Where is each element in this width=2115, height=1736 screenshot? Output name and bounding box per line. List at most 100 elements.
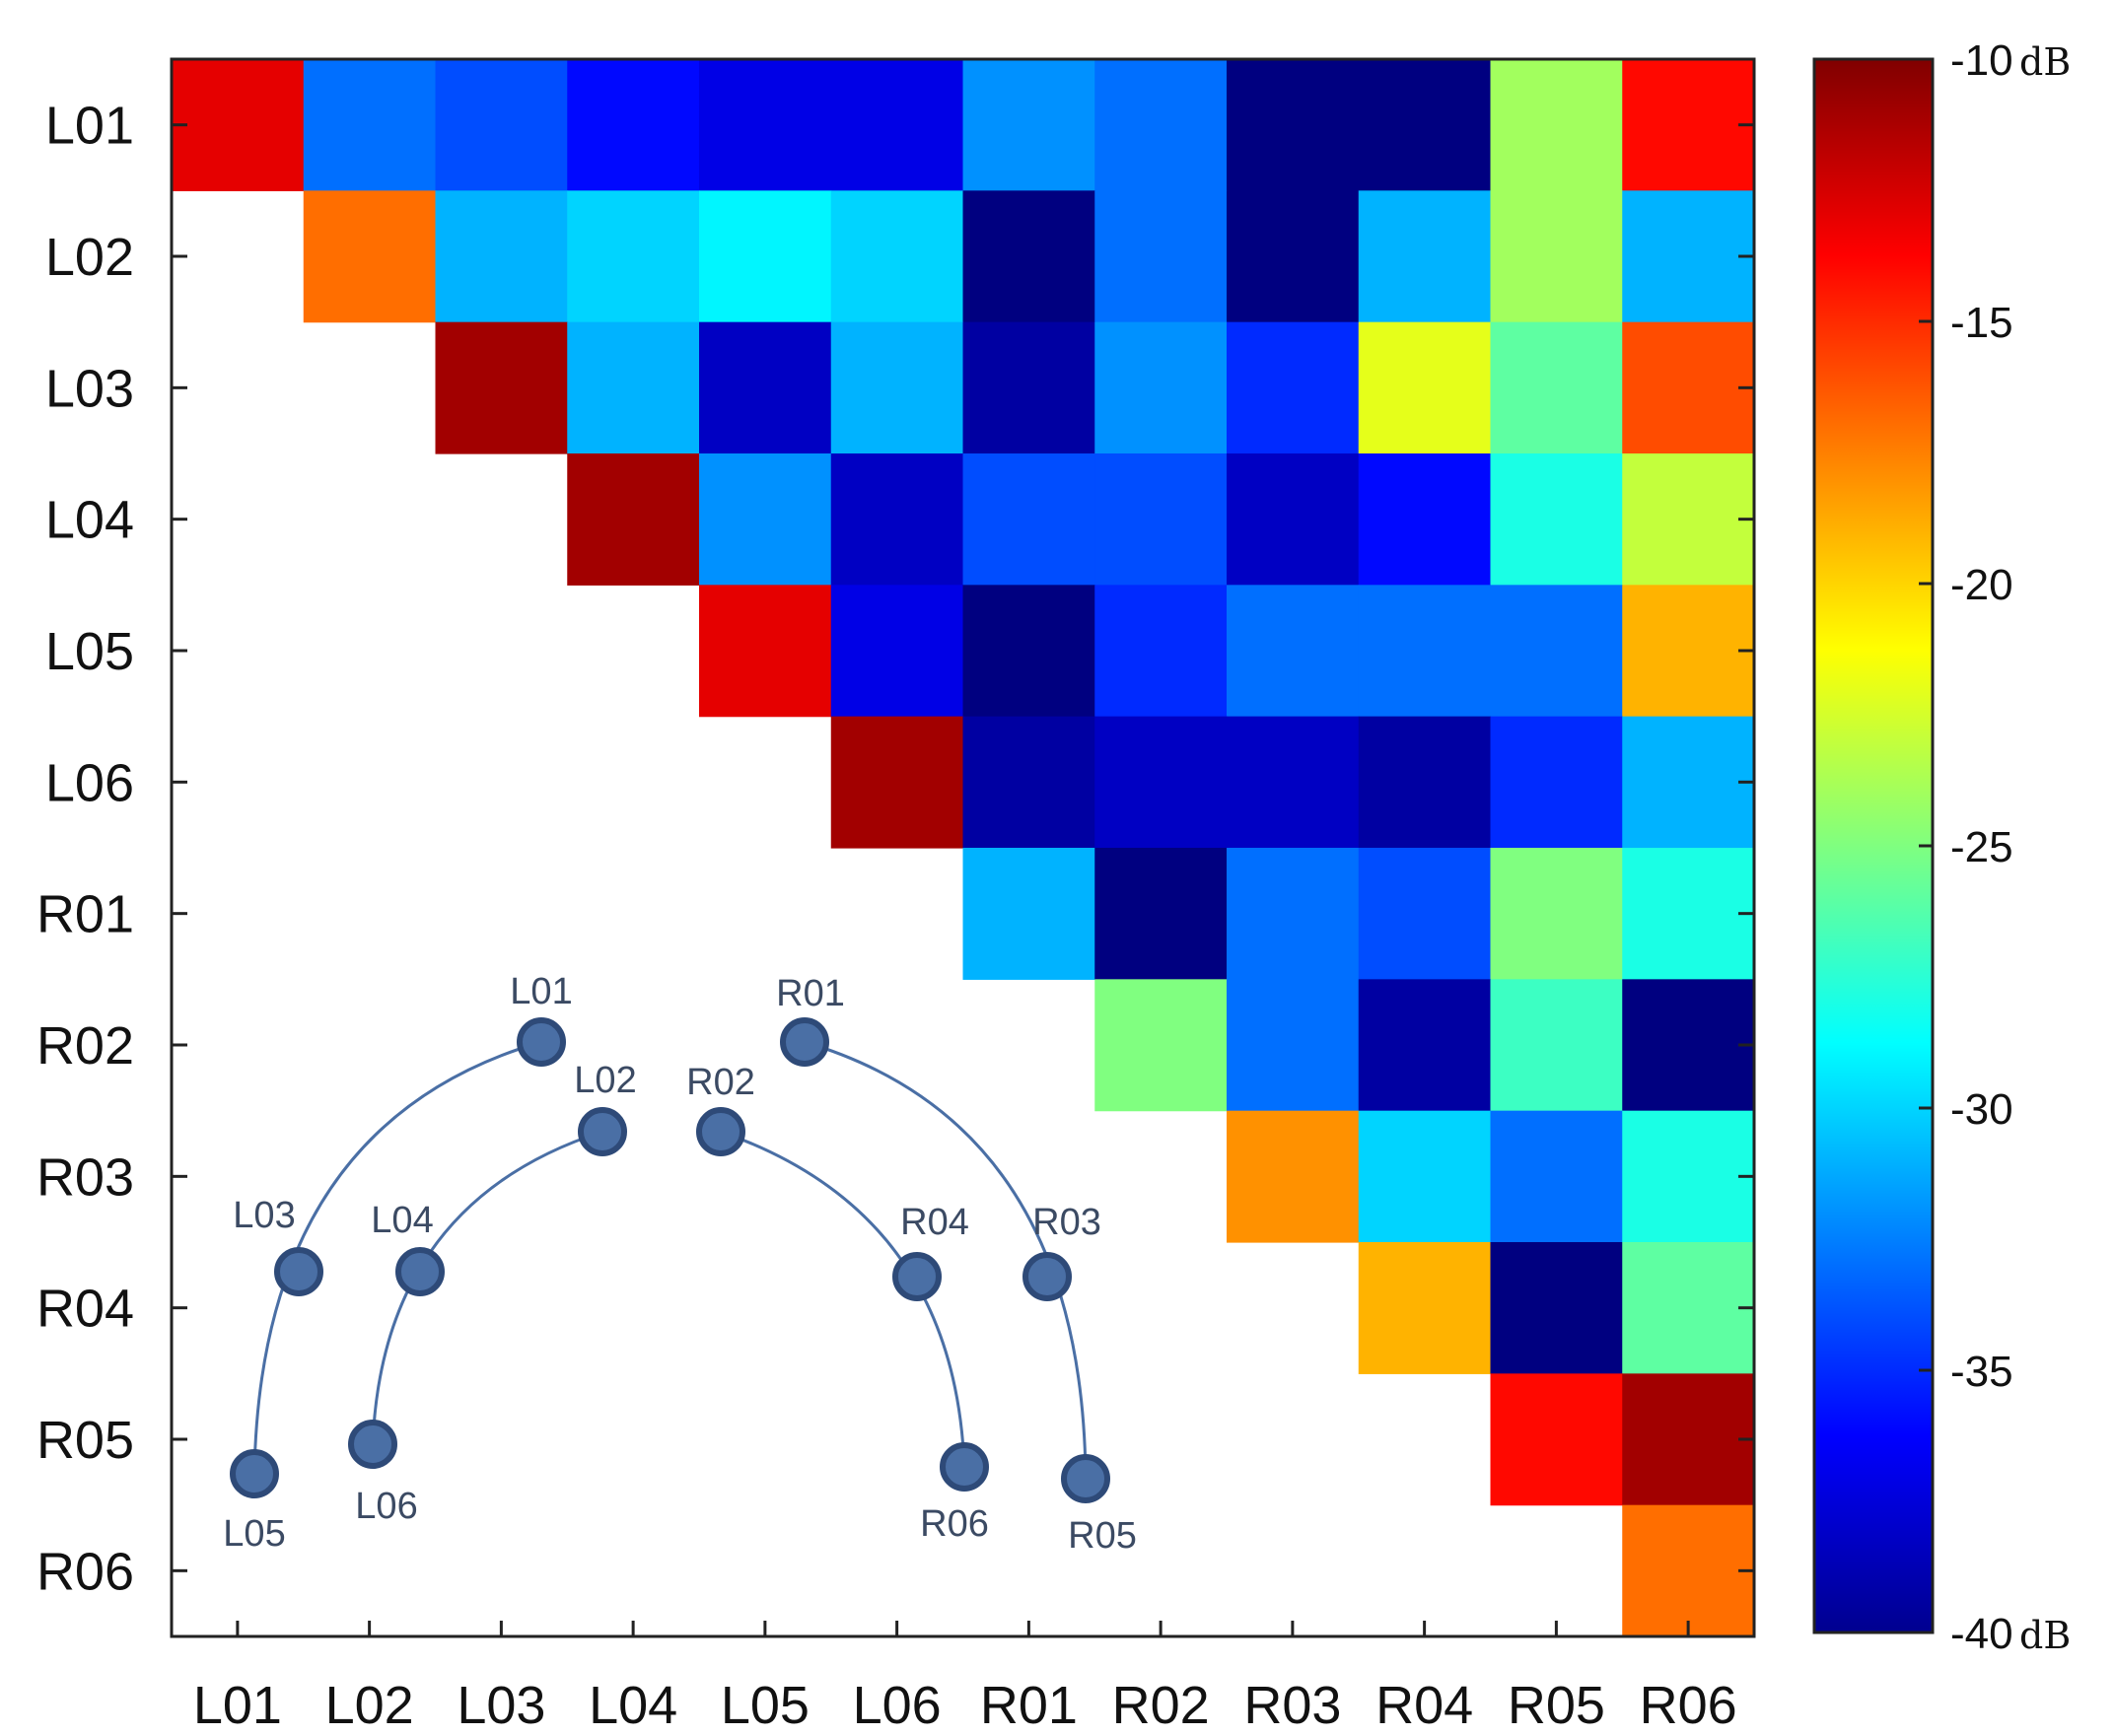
heatmap-cell [435,59,568,191]
electrode-label: L05 [223,1513,285,1555]
electrode-label: L03 [233,1195,295,1236]
electrode-marker [696,1107,745,1156]
colorbar-unit-label: dB [2019,40,2071,84]
electrode-marker [892,1252,942,1301]
heatmap-cell [699,321,832,454]
heatmap-cell [830,321,964,454]
y-tick-label: R01 [36,885,134,944]
heatmap-cell [1227,321,1360,454]
heatmap-cell [1358,979,1492,1112]
heatmap-cell [1490,848,1623,980]
heatmap-cell [962,190,1095,323]
heatmap-cells [172,59,1755,1637]
heatmap-cell [1490,979,1623,1112]
x-tick-label: L06 [853,1676,942,1735]
x-tick-label: L02 [325,1676,414,1735]
y-tick-label: L04 [45,491,134,550]
heatmap-cell [1490,1373,1623,1506]
heatmap-cell [303,190,437,323]
heatmap-cell [1094,321,1228,454]
heatmap-cell [1622,453,1755,586]
electrode-marker [230,1449,279,1498]
colorbar-tick-label: -10 [1950,36,2013,85]
heatmap-cell [962,321,1095,454]
heatmap-cell [962,453,1095,586]
heatmap-cell [699,453,832,586]
x-tick-label: R01 [980,1676,1078,1735]
electrode-label: R01 [776,973,845,1014]
heatmap-cell [699,585,832,718]
electrode-label: R05 [1068,1515,1137,1557]
electrode-marker [395,1247,445,1296]
heatmap-cell [699,59,832,191]
y-tick-label: R05 [36,1411,134,1470]
colorbar-tick-label: -35 [1950,1348,2013,1396]
electrode-label: R04 [900,1202,969,1243]
heatmap-cell [1094,979,1228,1112]
electrode-arc [371,1130,603,1445]
heatmap-cell [962,848,1095,980]
heatmap-cell [1094,716,1228,849]
heatmap-cell [1622,1242,1755,1374]
heatmap-cell [1227,848,1360,980]
electrode-label: L02 [574,1060,636,1101]
electrode-label: R03 [1032,1202,1101,1243]
heatmap-cell [962,59,1095,191]
heatmap-cell [1094,190,1228,323]
electrode-marker [1061,1454,1110,1503]
heatmap-cell [1622,1504,1755,1637]
heatmap-cell [1227,453,1360,586]
heatmap-cell [1358,453,1492,586]
y-tick-label: R02 [36,1016,134,1076]
heatmap-cell [172,59,305,191]
colorbar-gradient [1812,57,1935,1634]
x-tick-label: R03 [1243,1676,1341,1735]
heatmap-cell [1622,1110,1755,1243]
heatmap-cell [1490,1110,1623,1243]
colorbar-tick-label: -25 [1950,823,2013,871]
electrode-marker [348,1420,397,1469]
x-tick-label: L04 [589,1676,677,1735]
heatmap-cell [567,321,700,454]
heatmap-cell [830,190,964,323]
heatmap-cell [1358,585,1492,718]
heatmap-cell [1490,190,1623,323]
y-tick-label: R03 [36,1147,134,1207]
heatmap-cell [1358,1242,1492,1374]
heatmap-cell [1227,979,1360,1112]
heatmap-cell [830,585,964,718]
electrode-marker [1022,1252,1072,1301]
heatmap-cell [1227,59,1360,191]
heatmap-cell [1622,716,1755,849]
heatmap-cell [567,59,700,191]
electrode-label: R06 [920,1503,989,1545]
electrode-layout-inset: L01 L02 L03 L04 L05 L06 R01 R02 R03 R04 R05 R06 [223,971,1137,1557]
heatmap-cell [962,716,1095,849]
heatmap-cell [1358,59,1492,191]
heatmap-cell [567,453,700,586]
electrode-marker [940,1442,989,1492]
heatmap-cell [1094,585,1228,718]
heatmap-cell [1490,716,1623,849]
heatmap-cell [435,321,568,454]
heatmap-cell [1358,716,1492,849]
heatmap-cell [303,59,437,191]
x-tick-label: R06 [1640,1676,1737,1735]
colorbar-tick-label: -40 [1950,1610,2013,1658]
y-tick-label: R06 [36,1542,134,1601]
heatmap-cell [1490,321,1623,454]
heatmap-cell [1622,848,1755,980]
y-tick-label: L02 [45,228,134,287]
electrode-label: L04 [371,1200,433,1241]
electrode-marker [780,1017,829,1067]
heatmap-cell [1490,453,1623,586]
heatmap-cell [1622,1373,1755,1506]
y-tick-label: L01 [45,97,134,156]
colorbar-tick-label: -30 [1950,1085,2013,1134]
heatmap-cell [1094,848,1228,980]
electrode-arc [804,1040,1088,1475]
heatmap-cell [1358,848,1492,980]
y-tick-label: R04 [36,1280,134,1339]
heatmap-cell [1227,716,1360,849]
